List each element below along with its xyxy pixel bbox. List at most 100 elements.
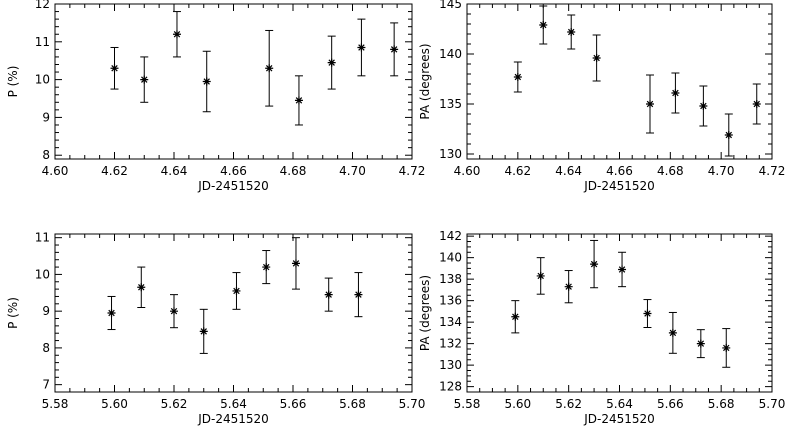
- x-tick-label: 4.64: [555, 164, 582, 178]
- y-tick-label: 130: [439, 358, 462, 372]
- x-tick-label: 4.64: [161, 164, 188, 178]
- y-tick-label: 136: [439, 294, 462, 308]
- y-tick-label: 8: [42, 148, 50, 162]
- asterisk-marker: [618, 265, 627, 274]
- asterisk-marker: [265, 64, 274, 73]
- x-tick-label: 4.66: [220, 164, 247, 178]
- x-tick-label: 4.68: [280, 164, 307, 178]
- asterisk-marker: [232, 286, 241, 295]
- y-tick-label: 10: [35, 267, 50, 281]
- data-point: [618, 251, 627, 288]
- y-tick-label: 140: [439, 47, 462, 61]
- x-tick-label: 4.62: [504, 164, 531, 178]
- x-tick-label: 5.70: [759, 397, 785, 411]
- data-point: [511, 300, 520, 334]
- panel-top-right-pa-degrees: 4.60 4.62 4.64 4.66 4.68 4.70 4.72 130 135 140 145…: [418, 0, 785, 193]
- panel-bottom-left-p-percent: 5.58 5.60 5.62 5.64 5.66 5.68 5.70 7 8 9 10 11 JD-24…: [6, 231, 425, 426]
- x-axis-title: JD-2451520: [197, 412, 269, 426]
- asterisk-marker: [671, 89, 680, 97]
- x-tick-label: 5.58: [454, 397, 481, 411]
- asterisk-marker: [539, 21, 548, 29]
- y-axis-title: PA (degrees): [418, 275, 432, 351]
- data-point: [696, 329, 705, 359]
- data-point: [590, 239, 599, 289]
- panel-bottom-right-pa-degrees: 5.58 5.60 5.62 5.64 5.66 5.68 5.70 128 130 132 134…: [418, 229, 785, 426]
- y-axis-title: PA (degrees): [418, 43, 432, 119]
- data-point: [199, 308, 208, 354]
- x-axis-title: JD-2451520: [583, 412, 655, 426]
- asterisk-marker: [324, 290, 333, 299]
- data-point: [262, 250, 271, 285]
- y-tick-label: 11: [35, 231, 50, 245]
- asterisk-marker: [170, 307, 178, 316]
- y-tick-label: 140: [439, 251, 462, 265]
- asterisk-marker: [592, 54, 601, 62]
- y-tick-label: 11: [35, 35, 50, 49]
- y-tick-label: 138: [439, 272, 462, 286]
- asterisk-marker: [567, 28, 576, 36]
- asterisk-marker: [590, 260, 599, 269]
- asterisk-marker: [140, 75, 149, 84]
- data-point: [671, 72, 680, 114]
- x-tick-label: 4.68: [657, 164, 684, 178]
- x-tick-label: 5.60: [504, 397, 531, 411]
- y-tick-label: 132: [439, 337, 462, 351]
- data-point: [294, 75, 303, 126]
- y-tick-label: 8: [42, 341, 50, 355]
- y-tick-label: 128: [439, 380, 462, 394]
- asterisk-marker: [390, 45, 399, 54]
- data-point: [107, 295, 116, 331]
- data-point: [722, 328, 731, 368]
- asterisk-marker: [722, 343, 731, 352]
- asterisk-marker: [110, 64, 119, 73]
- x-axis-title: JD-2451520: [583, 179, 655, 193]
- asterisk-marker: [513, 73, 522, 81]
- data-point: [324, 277, 333, 312]
- asterisk-marker: [137, 283, 146, 292]
- x-tick-label: 4.60: [42, 164, 69, 178]
- asterisk-marker: [696, 339, 705, 348]
- x-tick-label: 5.62: [555, 397, 582, 411]
- asterisk-marker: [327, 58, 336, 67]
- data-point: [202, 50, 211, 113]
- y-tick-label: 9: [42, 110, 50, 124]
- x-tick-label: 5.66: [657, 397, 684, 411]
- x-tick-label: 4.72: [399, 164, 426, 178]
- x-tick-label: 5.64: [220, 397, 247, 411]
- asterisk-marker: [536, 271, 545, 280]
- plot-frame: [466, 233, 773, 393]
- asterisk-marker: [511, 312, 520, 321]
- y-tick-label: 12: [35, 0, 50, 11]
- panel-top-left-p-percent: 4.60 4.62 4.64 4.66 4.68 4.70 4.72 8 9 10 11 12 JD-2…: [6, 0, 425, 193]
- data-point: [539, 5, 548, 45]
- y-tick-label: 130: [439, 147, 462, 161]
- data-point: [724, 113, 733, 157]
- asterisk-marker: [291, 259, 300, 268]
- y-tick-label: 142: [439, 229, 462, 243]
- asterisk-marker: [107, 309, 116, 317]
- x-tick-label: 4.70: [339, 164, 366, 178]
- data-point: [265, 29, 274, 107]
- x-tick-label: 5.58: [42, 397, 69, 411]
- asterisk-marker: [646, 100, 654, 108]
- data-point: [513, 61, 522, 93]
- data-point: [567, 14, 576, 50]
- x-tick-label: 5.62: [161, 397, 188, 411]
- plot-frame: [466, 3, 773, 160]
- asterisk-marker: [668, 328, 677, 337]
- data-point: [592, 34, 601, 82]
- x-tick-label: 4.72: [759, 164, 785, 178]
- x-tick-label: 4.66: [606, 164, 633, 178]
- x-tick-label: 5.60: [101, 397, 128, 411]
- data-point: [752, 83, 761, 125]
- x-tick-label: 5.68: [708, 397, 735, 411]
- x-tick-label: 5.66: [280, 397, 307, 411]
- x-tick-label: 5.68: [339, 397, 366, 411]
- y-tick-label: 9: [42, 304, 50, 318]
- x-tick-label: 4.62: [101, 164, 128, 178]
- plot-frame: [54, 3, 413, 160]
- asterisk-marker: [699, 102, 708, 110]
- x-tick-label: 5.64: [606, 397, 633, 411]
- data-point: [646, 74, 654, 134]
